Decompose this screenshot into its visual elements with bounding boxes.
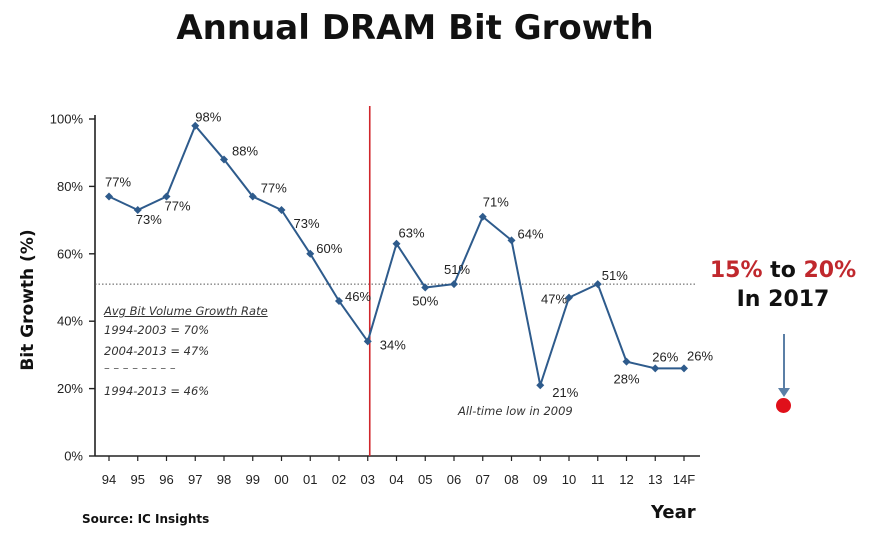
- data-label: 28%: [613, 372, 639, 387]
- data-label: 47%: [541, 292, 567, 307]
- data-point: [651, 364, 660, 373]
- y-tick-label: 40%: [57, 314, 83, 329]
- x-tick-label: 06: [447, 472, 461, 487]
- x-tick-label: 07: [476, 472, 490, 487]
- x-axis-label: Year: [651, 502, 696, 523]
- x-tick-label: 11: [591, 472, 605, 487]
- x-tick-label: 13: [648, 472, 662, 487]
- x-tick-label: 03: [361, 472, 375, 487]
- forecast-high: 20%: [803, 258, 857, 283]
- x-tick-label: 04: [389, 472, 403, 487]
- data-point: [536, 381, 545, 390]
- x-tick-label: 01: [303, 472, 317, 487]
- data-point: [565, 293, 573, 302]
- data-point: [306, 249, 315, 258]
- y-axis-label: Bit Growth (%): [18, 229, 38, 371]
- data-point: [680, 364, 688, 373]
- data-label: 64%: [518, 226, 544, 241]
- avg-growth-divider: – – – – – – – –: [104, 361, 176, 375]
- data-label: 26%: [687, 348, 713, 363]
- forecast-low: 15%: [709, 258, 763, 283]
- x-tick-label: 98: [217, 472, 231, 487]
- forecast-2017-dot: [776, 398, 791, 413]
- x-tick-label: 97: [188, 472, 202, 487]
- data-label: 46%: [345, 289, 371, 304]
- data-label: 77%: [165, 199, 191, 214]
- data-label: 51%: [444, 262, 470, 277]
- x-tick-label: 96: [159, 472, 173, 487]
- x-tick-label: 94: [102, 472, 116, 487]
- forecast-arrow-line: [783, 334, 785, 390]
- axes: 0% 20% 40% 60% 80% 100% 94 95 96 97 98 99 00 01 02 03 04…: [50, 112, 700, 487]
- avg-growth-2004-2013: 2004-2013 = 47%: [104, 344, 210, 358]
- data-point: [105, 192, 113, 201]
- x-tick-label: 05: [418, 472, 432, 487]
- forecast-2017: 15% to 20% In 2017: [700, 258, 866, 312]
- all-time-low-note: All-time low in 2009: [458, 404, 573, 418]
- forecast-to: to: [770, 258, 796, 283]
- x-tick-label: 00: [274, 472, 288, 487]
- data-label: 60%: [316, 241, 342, 256]
- x-tick-label: 10: [562, 472, 576, 487]
- data-point: [191, 121, 200, 130]
- data-label: 98%: [195, 110, 221, 125]
- x-tick-label: 12: [619, 472, 633, 487]
- y-tick-label: 80%: [57, 179, 83, 194]
- data-point: [450, 280, 458, 289]
- data-label: 71%: [483, 195, 509, 210]
- data-point: [622, 357, 631, 366]
- data-label: 63%: [399, 226, 425, 241]
- y-tick-label: 20%: [57, 381, 83, 396]
- forecast-year: In 2017: [736, 287, 830, 312]
- data-point: [593, 280, 602, 289]
- y-tick-label: 100%: [50, 112, 84, 127]
- data-point: [392, 239, 401, 248]
- avg-growth-1994-2013: 1994-2013 = 46%: [104, 384, 210, 398]
- data-label: 26%: [652, 349, 678, 364]
- data-point: [478, 212, 487, 221]
- x-tick-label: 99: [246, 472, 260, 487]
- marks: 77%73%77%98%88%77%73%60%46%34%63%50%51%7…: [95, 106, 713, 456]
- data-label: 73%: [294, 216, 320, 231]
- data-label: 77%: [105, 175, 131, 190]
- x-tick-label: 14F: [673, 472, 695, 487]
- data-point: [363, 337, 372, 346]
- data-label: 73%: [136, 212, 162, 227]
- avg-growth-1994-2003: 1994-2003 = 70%: [104, 323, 210, 337]
- data-label: 51%: [602, 268, 628, 283]
- data-label: 88%: [232, 143, 258, 158]
- data-point: [248, 192, 257, 201]
- source-note: Source: IC Insights: [82, 512, 210, 526]
- data-point: [133, 205, 142, 214]
- y-tick-label: 0%: [64, 449, 83, 464]
- data-label: 34%: [380, 337, 406, 352]
- x-tick-label: 02: [332, 472, 346, 487]
- data-label: 21%: [552, 385, 578, 400]
- chart-title: Annual DRAM Bit Growth: [176, 8, 654, 48]
- data-point: [162, 192, 171, 201]
- data-point: [507, 236, 516, 245]
- data-label: 77%: [261, 181, 287, 196]
- data-label: 50%: [412, 294, 438, 309]
- data-point: [421, 283, 430, 292]
- forecast-arrow-icon: [778, 388, 790, 397]
- x-tick-label: 95: [131, 472, 145, 487]
- x-tick-label: 09: [533, 472, 547, 487]
- data-point: [335, 296, 343, 305]
- y-tick-label: 60%: [57, 246, 83, 261]
- data-point: [277, 205, 286, 214]
- data-point: [220, 155, 228, 164]
- x-tick-label: 08: [504, 472, 518, 487]
- avg-growth-title: Avg Bit Volume Growth Rate: [104, 304, 268, 318]
